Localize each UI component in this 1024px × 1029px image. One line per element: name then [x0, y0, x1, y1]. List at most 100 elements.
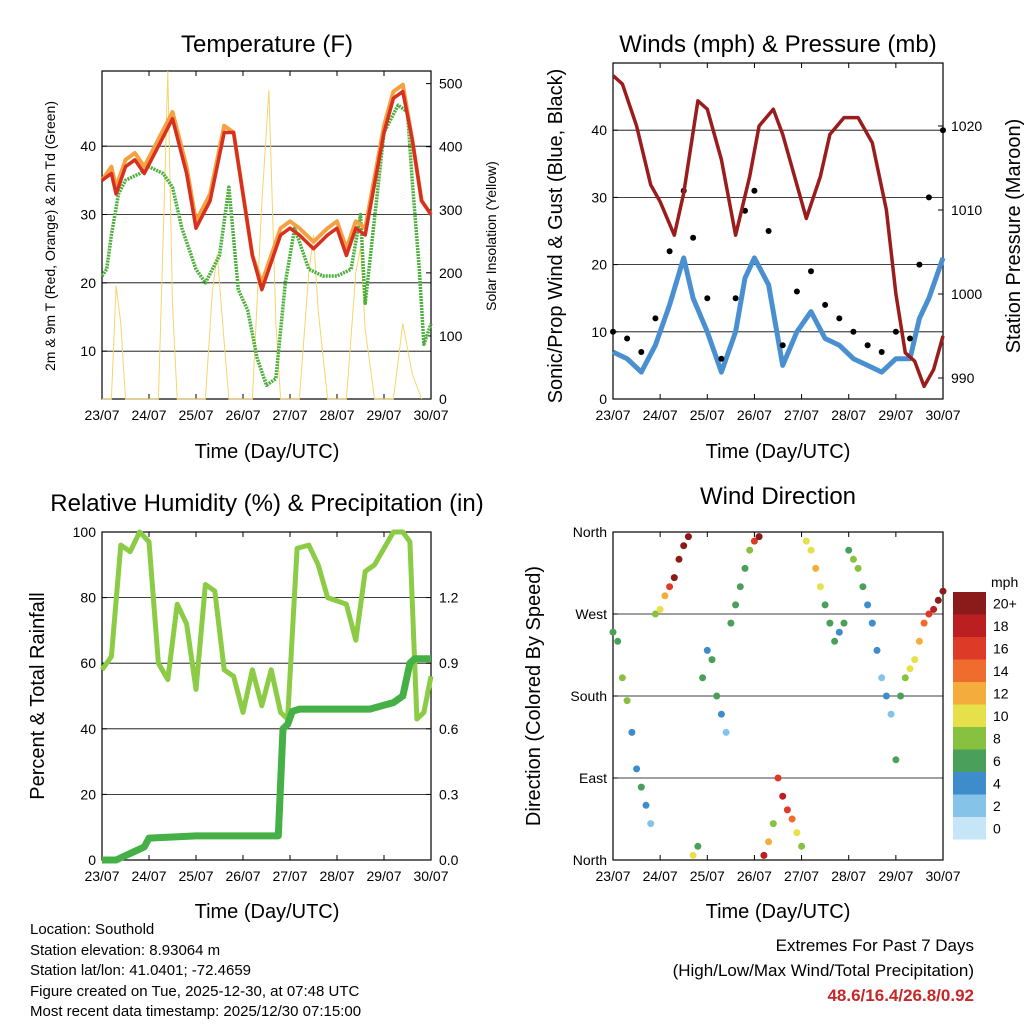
- y-right-tick-label: 1020: [951, 118, 982, 134]
- y-tick-label: 20: [591, 257, 607, 273]
- y-tick-label: 10: [80, 343, 96, 359]
- y-right-tick-label: 1000: [951, 286, 982, 302]
- colorbar-label: 6: [993, 753, 1001, 769]
- direction-point: [694, 842, 702, 850]
- temp-2m-line: [100, 89, 433, 292]
- colorbar-label: 20+: [993, 595, 1017, 611]
- y-right-tick-label: 990: [951, 370, 975, 386]
- direction-point: [623, 697, 631, 705]
- direction-point: [915, 637, 923, 645]
- x-tick-label: 29/07: [878, 407, 913, 423]
- gust-point: [666, 248, 673, 255]
- y-tick-label: North: [573, 524, 607, 540]
- direction-point: [783, 806, 791, 814]
- wind-direction-title: Wind Direction: [700, 483, 856, 510]
- x-tick-label: 24/07: [131, 407, 166, 423]
- colorbar-label: 0: [993, 820, 1001, 836]
- precipitation-line: [102, 655, 431, 864]
- x-tick-label: 25/07: [690, 407, 725, 423]
- x-tick-label: 30/07: [413, 407, 448, 423]
- humidity-ylabel: Percent & Total Rainfall: [27, 592, 49, 800]
- colorbar-label: 12: [993, 685, 1009, 701]
- colorbar-label: 16: [993, 640, 1009, 656]
- gust-point: [892, 328, 899, 335]
- x-tick-label: 24/07: [131, 868, 166, 884]
- gust-point: [940, 127, 946, 134]
- direction-point: [831, 637, 839, 645]
- recent-data-text: Most recent data timestamp: 2025/12/30 0…: [30, 1003, 362, 1020]
- gust-point: [925, 194, 932, 201]
- humidity-xlabel: Time (Day/UTC): [195, 901, 340, 923]
- y-tick-label: East: [579, 770, 607, 786]
- y-right-tick-label: 1010: [951, 202, 982, 218]
- direction-point: [878, 674, 886, 682]
- y-right-tick-label: 500: [439, 76, 463, 92]
- x-tick-label: 28/07: [831, 407, 866, 423]
- x-tick-label: 26/07: [225, 868, 260, 884]
- colorbar-swatch: [953, 682, 986, 705]
- colorbar-swatch: [953, 817, 986, 840]
- gust-point: [638, 349, 645, 355]
- gust-point: [850, 328, 857, 335]
- x-tick-label: 24/07: [643, 868, 678, 884]
- gust-point: [765, 228, 772, 234]
- x-tick-label: 23/07: [595, 868, 630, 884]
- winds-xlabel: Time (Day/UTC): [706, 441, 851, 463]
- y-right-tick-label: 1.2: [439, 590, 459, 606]
- gust-point: [652, 315, 659, 322]
- gust-point: [916, 261, 923, 268]
- direction-point: [675, 555, 683, 563]
- y-right-tick-label: 0.0: [439, 852, 459, 868]
- direction-point: [713, 692, 721, 700]
- y-tick-label: 10: [591, 324, 607, 340]
- y-right-tick-label: 200: [439, 265, 463, 281]
- humidity-title: Relative Humidity (%) & Precipitation (i…: [50, 490, 483, 517]
- direction-point: [788, 815, 796, 823]
- direction-point: [727, 619, 735, 627]
- gust-point: [864, 342, 871, 349]
- direction-point: [798, 842, 806, 850]
- direction-point: [647, 820, 655, 828]
- y-right-tick-label: 0.9: [439, 655, 459, 671]
- x-tick-label: 26/07: [225, 407, 260, 423]
- extremes-values: 48.6/16.4/26.8/0.92: [827, 986, 974, 1005]
- direction-point: [854, 564, 862, 572]
- direction-point: [637, 783, 645, 791]
- direction-point: [840, 619, 848, 627]
- solar-insolation-line: [102, 70, 423, 400]
- x-tick-label: 23/07: [595, 407, 630, 423]
- direction-point: [826, 619, 834, 627]
- direction-point: [736, 583, 744, 591]
- x-tick-label: 26/07: [737, 868, 772, 884]
- gust-point: [751, 187, 758, 194]
- colorbar-label: 18: [993, 618, 1009, 634]
- gust-point: [610, 328, 616, 335]
- speed-colorbar: mph 0 2 4 6 8 10 12 14 16 18 20+: [953, 574, 1018, 840]
- gust-point: [779, 342, 786, 349]
- gust-point: [624, 335, 631, 342]
- gust-point: [822, 301, 829, 308]
- direction-point: [765, 838, 773, 846]
- direction-point: [779, 792, 787, 800]
- plot-frame: [612, 62, 944, 400]
- direction-point: [939, 587, 947, 595]
- direction-point: [845, 546, 853, 554]
- direction-point: [717, 710, 725, 718]
- direction-point: [722, 728, 730, 736]
- direction-point: [746, 546, 754, 554]
- x-tick-label: 23/07: [84, 868, 119, 884]
- y-tick-label: 0: [599, 391, 607, 407]
- y-tick-label: 30: [591, 189, 607, 205]
- x-tick-label: 25/07: [178, 868, 213, 884]
- direction-point: [666, 583, 674, 591]
- extremes-box: Extremes For Past 7 Days (High/Low/Max W…: [673, 933, 974, 1008]
- gust-point: [718, 355, 725, 362]
- extremes-title: Extremes For Past 7 Days: [775, 936, 974, 955]
- temperature-ylabel: 2m & 9m T (Red, Orange) & 2m Td (Green): [42, 101, 58, 371]
- colorbar-label: 2: [993, 798, 1001, 814]
- x-tick-label: 28/07: [831, 868, 866, 884]
- gust-point: [836, 315, 843, 322]
- x-tick-label: 30/07: [925, 407, 960, 423]
- y-right-tick-label: 400: [439, 139, 463, 155]
